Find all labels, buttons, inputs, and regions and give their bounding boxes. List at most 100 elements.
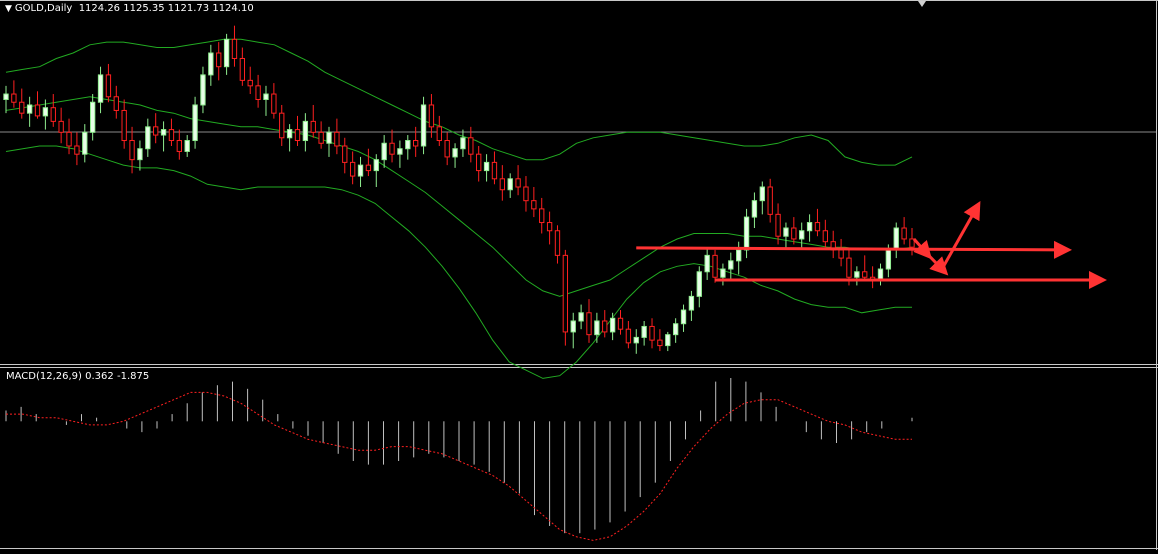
bull-candle	[759, 186, 765, 202]
bull-candle	[397, 148, 403, 155]
bull-candle	[854, 271, 860, 278]
bear-candle	[491, 161, 498, 180]
bull-candle	[42, 107, 49, 117]
bear-candle	[617, 317, 624, 330]
bear-candle	[838, 249, 844, 259]
bull-candle	[452, 148, 458, 158]
bull-candle	[3, 93, 9, 100]
ohlc-low: 1121.73	[167, 3, 210, 14]
bear-candle	[436, 126, 442, 142]
bull-candle	[877, 268, 884, 281]
bear-candle	[814, 222, 821, 232]
bull-candle	[26, 104, 33, 114]
bear-candle	[468, 137, 474, 155]
ohlc-close: 1124.10	[212, 3, 254, 14]
bear-candle	[342, 145, 348, 163]
bear-candle	[649, 325, 655, 341]
bear-candle	[846, 257, 852, 278]
ohlc-open: 1124.26	[78, 3, 121, 14]
bull-candle	[806, 222, 813, 232]
macd-name: MACD(12,26,9)	[6, 371, 82, 382]
bear-candle	[586, 312, 592, 336]
bull-candle	[145, 126, 151, 150]
bull-candle	[302, 120, 309, 142]
triangle-down-icon[interactable]: ▼	[5, 4, 12, 14]
bear-candle	[554, 230, 561, 256]
bull-candle	[641, 325, 647, 338]
bear-candle	[334, 131, 340, 147]
bull-candle	[263, 93, 269, 100]
bear-candle	[153, 126, 159, 136]
bear-candle	[58, 120, 64, 133]
bear-candle	[775, 213, 781, 237]
support-ray-arrow	[636, 240, 1072, 259]
bear-candle	[105, 74, 112, 98]
bear-candle	[546, 222, 553, 232]
bull-candle	[137, 148, 143, 161]
timeframe-label: Daily	[47, 3, 73, 14]
bear-candle	[657, 339, 663, 347]
bear-candle	[365, 164, 372, 172]
bear-candle	[66, 131, 72, 147]
bear-candle	[862, 271, 868, 278]
bear-candle	[216, 52, 222, 68]
bull-candle	[373, 159, 379, 172]
bear-candle	[294, 129, 301, 142]
bull-candle	[799, 230, 805, 240]
bull-candle	[507, 178, 513, 191]
bear-candle	[389, 142, 395, 155]
bollinger-upper-line	[5, 38, 913, 166]
bull-candle	[357, 164, 364, 177]
macd-header: MACD(12,26,9) 0.362 -1.875	[6, 371, 149, 382]
bear-candle	[499, 178, 505, 191]
bear-candle	[791, 227, 797, 240]
bull-candle	[381, 142, 387, 161]
bear-candle	[318, 131, 324, 144]
projection-arrow	[940, 201, 981, 270]
ohlc-high: 1125.35	[123, 3, 165, 14]
triangle-down-icon[interactable]	[918, 1, 926, 7]
bear-candle	[476, 153, 482, 172]
bull-candle	[483, 161, 490, 172]
bear-candle	[539, 208, 545, 224]
bull-candle	[751, 200, 758, 218]
macd-panel	[5, 378, 913, 541]
bull-candle	[160, 129, 167, 136]
bull-candle	[704, 254, 710, 273]
projection-arrow	[912, 237, 932, 260]
bull-candle	[720, 268, 726, 278]
bear-candle	[50, 107, 56, 122]
bear-candle	[515, 178, 521, 188]
bull-candle	[672, 323, 679, 336]
bear-candle	[901, 227, 907, 240]
bollinger-lower-line	[5, 145, 912, 379]
bear-candle	[19, 101, 25, 114]
price-panel	[0, 25, 1156, 379]
bear-candle	[11, 93, 17, 103]
projection-arrow	[924, 251, 949, 276]
bear-candle	[822, 230, 829, 243]
bull-candle	[97, 74, 104, 103]
bear-candle	[74, 145, 80, 155]
bull-candle	[578, 312, 584, 322]
bear-candle	[247, 79, 253, 87]
bear-candle	[428, 104, 435, 128]
bear-candle	[523, 186, 529, 202]
bear-candle	[413, 140, 419, 147]
bear-candle	[602, 320, 608, 333]
bull-candle	[89, 101, 96, 133]
bear-candle	[271, 93, 277, 114]
bull-candle	[326, 131, 332, 144]
bear-candle	[562, 254, 569, 333]
bear-candle	[121, 109, 127, 142]
bull-candle	[200, 74, 206, 106]
bull-candle	[696, 271, 702, 297]
bull-candle	[82, 131, 88, 155]
macd-value-signal: -1.875	[116, 371, 150, 382]
bull-candle	[736, 249, 742, 262]
macd-value-main: 0.362	[85, 371, 114, 382]
bear-candle	[279, 112, 285, 139]
bull-candle	[192, 104, 198, 142]
